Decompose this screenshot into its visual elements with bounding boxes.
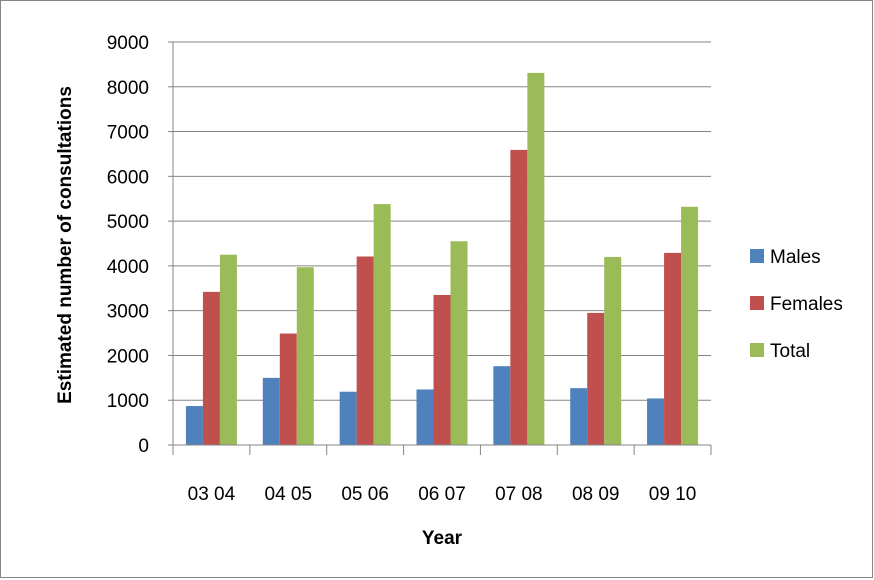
y-tick-label: 0 <box>138 436 149 457</box>
y-tick-label: 6000 <box>107 167 149 188</box>
bar-males <box>262 377 280 445</box>
x-tick-label: 05 06 <box>341 484 389 505</box>
y-axis-title: Estimated number of consultations <box>55 86 76 404</box>
bar-total <box>450 241 468 445</box>
bar-total <box>681 206 699 445</box>
bar-females <box>664 252 682 445</box>
bar-females <box>433 294 451 445</box>
bar-females <box>510 149 528 446</box>
bar-males <box>416 389 434 445</box>
legend-swatch-males <box>750 249 764 263</box>
bar-males <box>185 406 203 445</box>
x-axis-title: Year <box>422 528 463 549</box>
x-tick-labels: 03 04 04 05 05 06 06 07 07 08 08 09 09 10 <box>188 484 697 505</box>
axes <box>172 42 712 455</box>
bar-males <box>493 366 511 445</box>
bar-total <box>604 256 622 445</box>
bar-females <box>279 333 297 445</box>
legend-swatch-females <box>750 296 764 310</box>
legend-swatch-total <box>750 343 764 357</box>
y-tick-label: 8000 <box>107 78 149 99</box>
bar-total <box>373 204 391 445</box>
x-tick-label: 09 10 <box>649 484 697 505</box>
x-tick-label: 06 07 <box>418 484 466 505</box>
y-tick-label: 1000 <box>107 391 149 412</box>
y-tick-labels: 0 1000 2000 3000 4000 5000 6000 7000 8000 9000 <box>107 33 149 457</box>
bar-total <box>527 72 545 445</box>
y-tick-label: 5000 <box>107 212 149 233</box>
bar-females <box>202 291 220 445</box>
bars <box>185 72 699 446</box>
bar-total <box>219 254 237 445</box>
y-tick-label: 4000 <box>107 257 149 278</box>
y-tick-label: 7000 <box>107 123 149 144</box>
bar-females <box>587 312 605 445</box>
bar-females <box>356 256 374 445</box>
legend: Males Females Total <box>750 247 843 362</box>
x-tick-label: 04 05 <box>265 484 313 505</box>
y-tick-label: 9000 <box>107 33 149 54</box>
legend-label-females: Females <box>770 294 843 315</box>
bar-males <box>339 391 357 445</box>
x-tick-label: 03 04 <box>188 484 236 505</box>
bar-total <box>296 267 314 445</box>
x-tick-label: 08 09 <box>572 484 620 505</box>
legend-label-males: Males <box>770 247 821 268</box>
x-tick-label: 07 08 <box>495 484 543 505</box>
bar-males <box>647 398 665 445</box>
bar-males <box>570 388 588 445</box>
y-tick-label: 2000 <box>107 346 149 367</box>
legend-label-total: Total <box>770 341 810 362</box>
y-tick-label: 3000 <box>107 302 149 323</box>
